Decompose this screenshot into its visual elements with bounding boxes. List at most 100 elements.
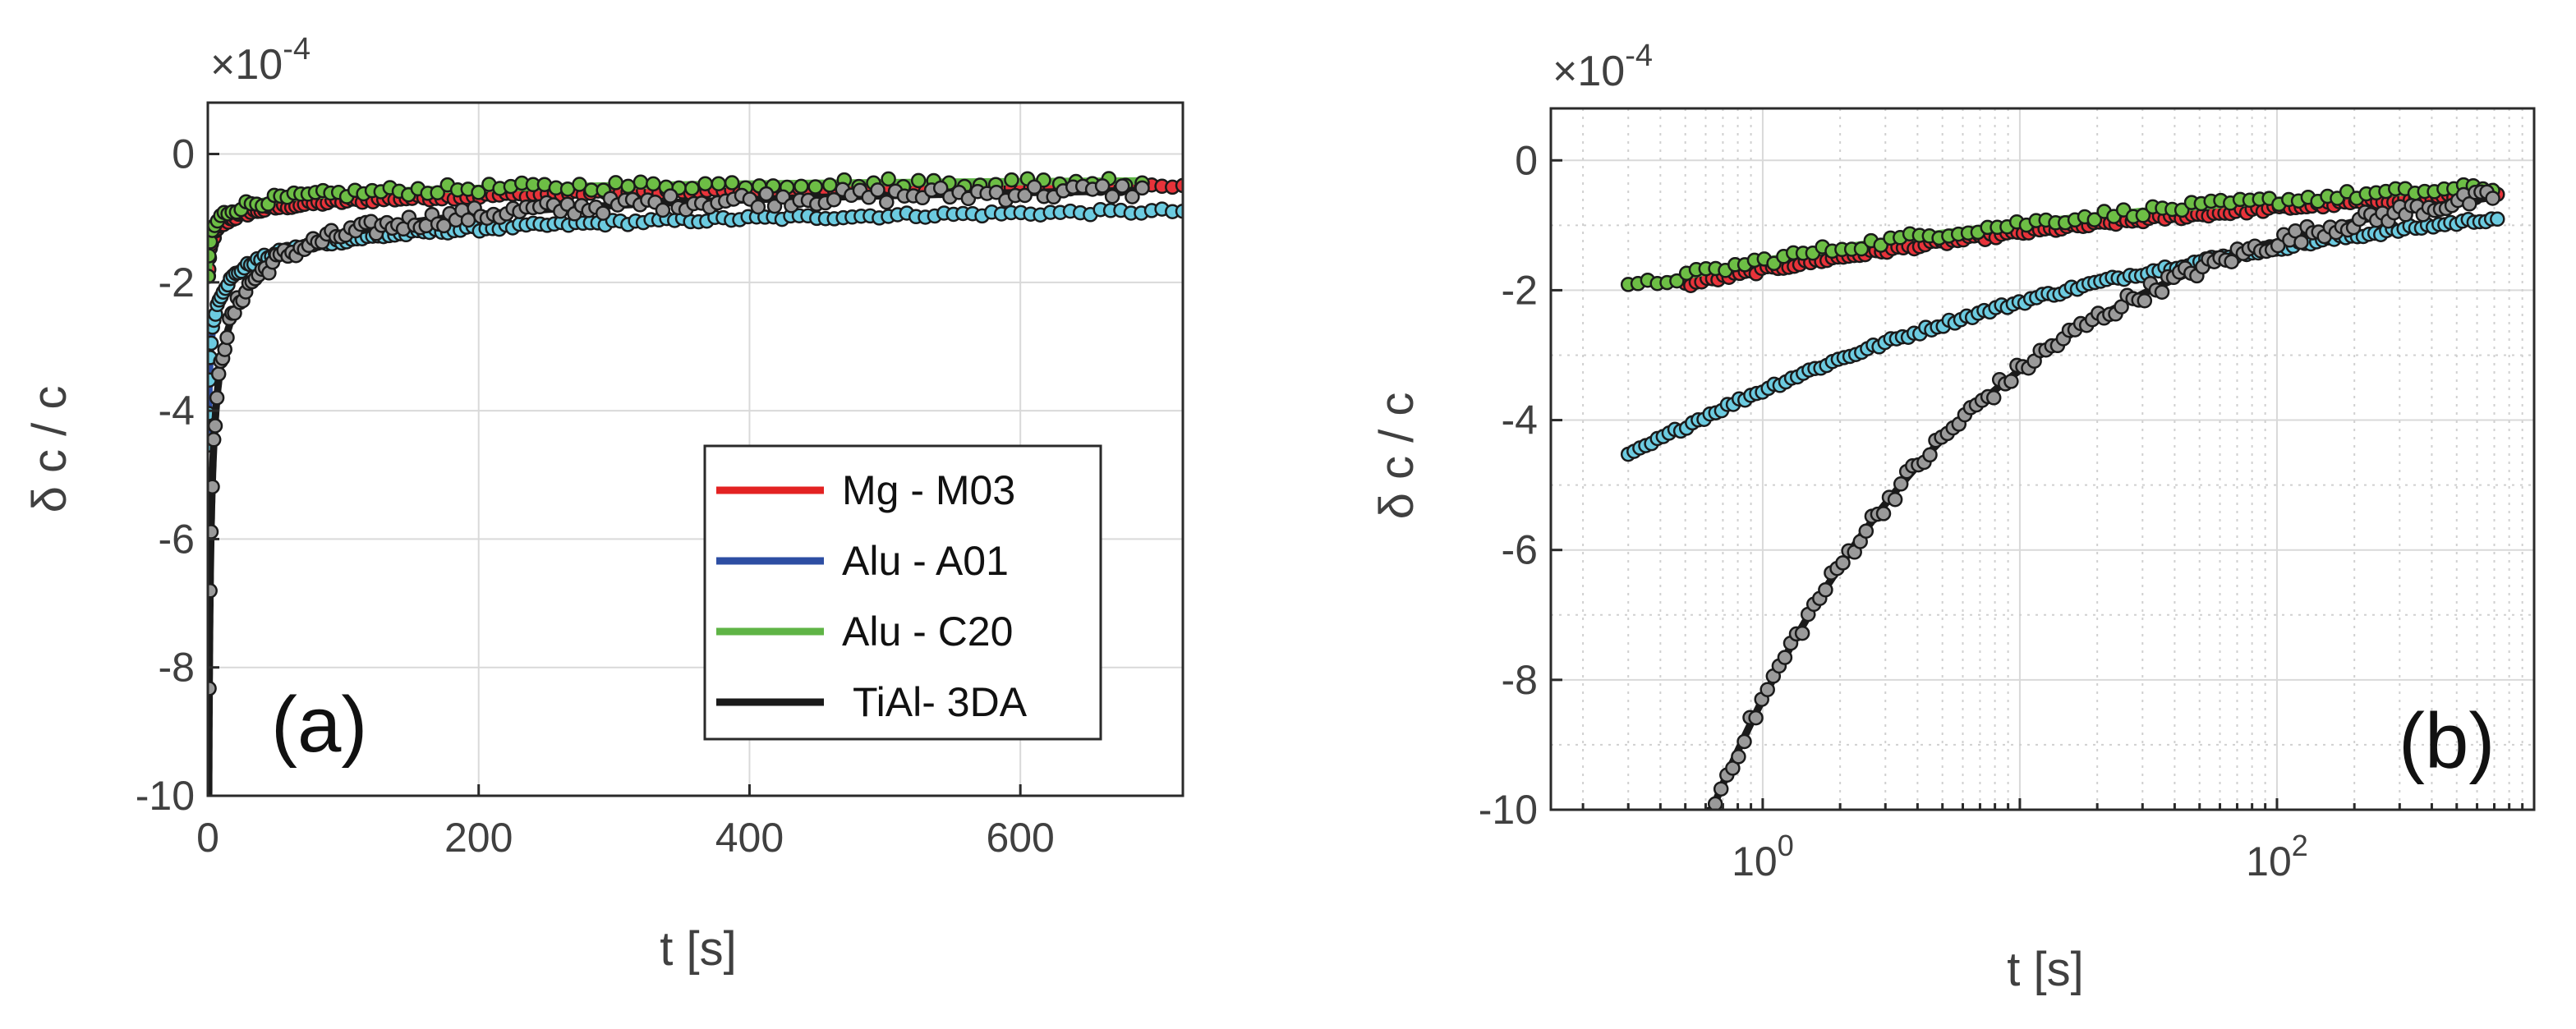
y-tick-label: -6 <box>159 516 195 562</box>
data-point <box>208 335 219 351</box>
panel-a-ticks: -10 -8 -6 -4 -2 0 0 200 400 600 <box>136 131 1055 861</box>
data-point <box>646 176 661 192</box>
data-point <box>2154 284 2170 300</box>
y-tick-label: -10 <box>1479 787 1538 833</box>
data-point <box>2462 196 2477 212</box>
data-point <box>1134 180 1150 196</box>
data-point <box>1748 710 1764 726</box>
data-point <box>1777 650 1793 665</box>
data-point <box>1858 523 1874 539</box>
data-point <box>697 176 713 191</box>
data-point <box>655 202 671 218</box>
y-tick-label: -6 <box>1502 527 1538 573</box>
data-point <box>2086 212 2103 227</box>
panel-b-x-axis-label: t [s] <box>2007 943 2083 996</box>
x-tick-label: 0 <box>196 815 219 861</box>
data-point <box>910 172 927 189</box>
data-point <box>1125 189 1140 204</box>
y-tick-label: -8 <box>1502 657 1538 703</box>
data-point <box>208 418 223 434</box>
data-point <box>632 174 649 191</box>
data-point <box>2490 211 2505 227</box>
data-point <box>1922 447 1938 463</box>
data-point <box>1175 177 1183 194</box>
panel-b-label: (b) <box>2399 697 2495 785</box>
data-point <box>724 175 740 191</box>
data-point <box>766 198 783 214</box>
data-point <box>932 180 949 196</box>
data-point <box>684 181 700 196</box>
y-tick-label: -2 <box>159 260 195 305</box>
panel-a-label: (a) <box>271 681 367 769</box>
data-point <box>662 188 678 204</box>
data-point <box>2003 374 2019 389</box>
x-tick-label: 600 <box>986 815 1054 861</box>
y-tick-label: -4 <box>159 388 195 434</box>
data-point <box>1835 555 1851 571</box>
panel-b-data-marks <box>1620 177 2505 810</box>
data-point <box>595 205 611 221</box>
panel-a-x-axis-label: t [s] <box>660 922 736 976</box>
data-point <box>1669 273 1685 289</box>
data-point <box>1853 241 1870 257</box>
legend-label-alu-a01: Alu - A01 <box>842 538 1009 584</box>
x-tick-label: 200 <box>444 815 513 861</box>
data-point <box>210 366 227 382</box>
data-point <box>870 182 886 198</box>
series-group <box>208 171 1183 796</box>
data-point <box>1713 781 1729 797</box>
data-point <box>750 199 766 215</box>
data-point <box>1893 476 1909 492</box>
data-point <box>208 432 222 448</box>
legend-box <box>703 444 1102 741</box>
data-point <box>758 186 775 202</box>
data-point <box>1736 733 1752 750</box>
panel-b-exponent: ×10-4 <box>1552 39 1653 95</box>
data-point <box>1985 390 2002 406</box>
data-point <box>209 390 225 406</box>
data-point <box>826 191 842 208</box>
data-point <box>620 178 636 195</box>
data-point <box>2174 202 2190 218</box>
data-point <box>794 178 809 195</box>
data-point <box>208 583 218 599</box>
data-point <box>2485 191 2500 206</box>
y-tick-label: -4 <box>1502 397 1538 443</box>
y-tick-label: 0 <box>1515 137 1538 183</box>
data-point <box>1175 203 1183 219</box>
data-point <box>1017 187 1033 204</box>
data-point <box>471 185 486 200</box>
data-point <box>1026 179 1042 195</box>
data-point <box>430 185 445 200</box>
panel-a-linear-plot: -10 -8 -6 -4 -2 0 0 200 400 600 ×10-4 t [s] δ c /… <box>23 32 1184 976</box>
data-point <box>807 179 823 195</box>
data-point <box>2135 208 2151 223</box>
data-point <box>436 218 452 234</box>
data-point <box>2224 254 2239 269</box>
legend: Mg - M03 Alu - A01 Alu - C20 TiAl- 3DA <box>703 444 1102 741</box>
data-point <box>1114 178 1130 194</box>
data-point <box>988 184 1005 200</box>
data-point <box>821 177 838 193</box>
data-point <box>1104 188 1120 204</box>
data-point <box>881 171 896 187</box>
data-point <box>608 175 623 191</box>
y-tick-label: -10 <box>136 773 195 819</box>
data-point <box>460 212 476 228</box>
panel-b-axes-box <box>1549 107 2536 811</box>
data-point <box>1760 682 1775 697</box>
legend-label-mg-m03: Mg - M03 <box>842 467 1015 513</box>
x-tick-label: 400 <box>715 815 784 861</box>
panel-a-exponent: ×10-4 <box>210 32 310 89</box>
panel-a-axes-box <box>206 101 1184 797</box>
panel-a-data-marks <box>208 171 1183 796</box>
y-tick-label: -2 <box>1502 267 1538 313</box>
panel-a-y-axis-label: δ c / c <box>23 386 76 513</box>
data-point <box>208 479 220 494</box>
y-tick-label: 0 <box>172 131 195 177</box>
data-point <box>711 176 727 191</box>
